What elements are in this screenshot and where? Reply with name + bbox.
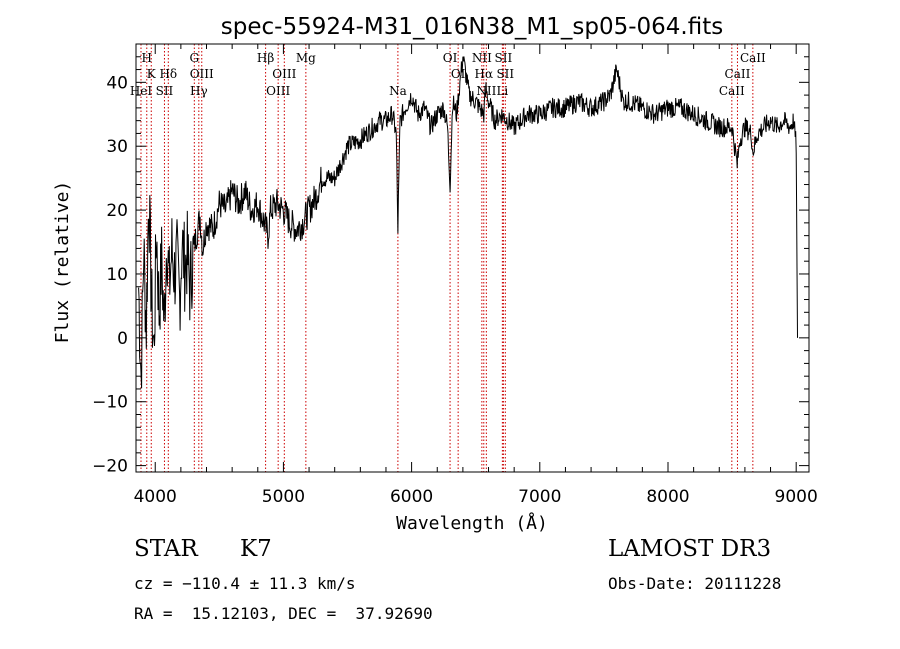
line-label-18: SII	[495, 51, 513, 65]
line-label-22: CaII	[725, 67, 751, 81]
plot-frame	[135, 43, 810, 473]
line-label-7: Hγ	[190, 84, 208, 98]
y-tick-label-0: −20	[92, 457, 128, 477]
axis-ticks: 4000 5000 6000 7000 8000 9000 −20 −10 0 10 20 30 40	[92, 44, 818, 507]
line-label-12: Na	[389, 84, 407, 98]
redshift-velocity: cz = −110.4 ± 11.3 km/s	[134, 574, 356, 593]
line-label-13: OI	[443, 51, 458, 65]
x-tick-label-1: 5000	[262, 487, 305, 507]
line-label-10: OIII	[272, 67, 296, 81]
y-tick-label-6: 40	[106, 73, 128, 93]
line-label-1: K	[147, 67, 157, 81]
line-label-20: Li	[496, 84, 508, 98]
line-label-21: CaII	[719, 84, 745, 98]
x-tick-label-3: 7000	[518, 487, 561, 507]
line-label-15: NII	[472, 51, 492, 65]
coordinates: RA = 15.12103, DEC = 37.92690	[134, 604, 433, 623]
line-label-23: CaII	[740, 51, 766, 65]
y-axis-label: Flux (relative)	[52, 181, 73, 344]
x-tick-label-5: 9000	[775, 487, 818, 507]
line-label-14: OI	[451, 67, 466, 81]
line-label-8: Hβ	[257, 51, 274, 65]
x-tick-label-0: 4000	[134, 487, 177, 507]
line-label-19: SII	[496, 67, 514, 81]
y-tick-label-4: 20	[106, 201, 128, 221]
line-label-0: H	[142, 51, 152, 65]
y-tick-label-1: −10	[92, 393, 128, 413]
object-subclass: K7	[240, 536, 272, 562]
y-tick-label-5: 30	[106, 137, 128, 157]
line-label-5: G	[190, 51, 200, 65]
line-label-11: Mg	[296, 51, 316, 65]
line-label-2: HeI	[130, 84, 153, 98]
spectrum-chart: spec-55924-M31_016N38_M1_sp05-064.fits H…	[52, 14, 818, 534]
y-tick-label-3: 10	[106, 265, 128, 285]
line-label-6: OIII	[190, 67, 214, 81]
line-label-3: SII	[156, 84, 174, 98]
x-axis-label: Wavelength (Å)	[396, 512, 548, 534]
line-label-9: OIII	[266, 84, 290, 98]
spectrum-line	[138, 56, 798, 389]
x-tick-label-4: 8000	[646, 487, 689, 507]
chart-title: spec-55924-M31_016N38_M1_sp05-064.fits	[221, 14, 723, 40]
object-class: STAR	[134, 536, 198, 562]
line-label-4: Hδ	[159, 67, 177, 81]
line-label-16: Hα	[474, 67, 493, 81]
x-tick-label-2: 6000	[390, 487, 433, 507]
y-tick-label-2: 0	[117, 329, 128, 349]
observation-date: Obs-Date: 20111228	[608, 574, 782, 593]
survey-name: LAMOST DR3	[608, 536, 772, 562]
